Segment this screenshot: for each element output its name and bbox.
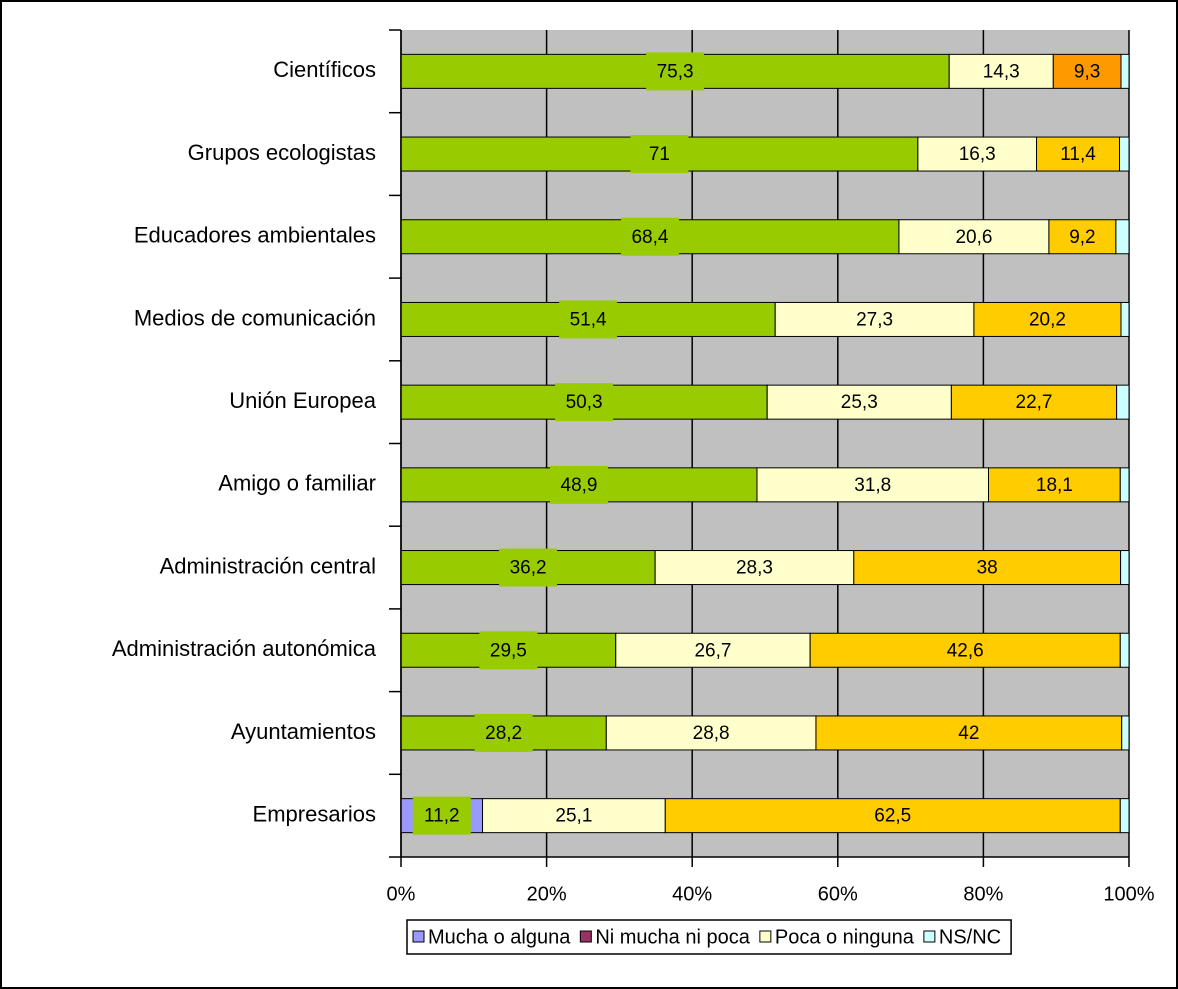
category-label: Educadores ambientales (134, 223, 376, 248)
category-label: Medios de comunicación (134, 305, 376, 330)
data-label: 48,9 (561, 475, 598, 496)
x-tick-label: 0% (387, 883, 416, 905)
data-label-box (412, 796, 471, 835)
data-label: 28,8 (693, 723, 730, 744)
data-label: 16,3 (959, 144, 996, 165)
category-label: Administración autonómica (112, 636, 377, 661)
bar-segment (1052, 53, 1122, 89)
data-label: 71 (649, 144, 670, 165)
bar-segment (987, 467, 1121, 503)
data-label: 22,7 (1016, 392, 1053, 413)
bar-segment (1120, 301, 1130, 337)
legend-swatch (579, 930, 592, 943)
x-tick-label: 100% (1103, 883, 1154, 905)
bar-segment (853, 550, 1122, 586)
category-label: Unión Europea (229, 388, 377, 413)
bar-segment (1116, 384, 1130, 420)
legend-label: NS/NC (939, 926, 1001, 948)
data-label: 20,6 (955, 227, 992, 248)
bar-segment (1048, 219, 1117, 255)
data-label: 62,5 (874, 806, 911, 827)
data-label: 42,6 (947, 640, 984, 661)
bar-segment (1115, 219, 1130, 255)
data-label: 26,7 (694, 640, 731, 661)
category-label: Empresarios (253, 801, 376, 826)
category-label: Amigo o familiar (218, 471, 376, 496)
bar-segment (950, 384, 1118, 420)
data-label: 36,2 (510, 558, 547, 579)
data-label: 11,4 (1060, 144, 1096, 165)
bar-segment (1119, 136, 1130, 172)
bar-segment (1120, 550, 1130, 586)
data-label: 42 (958, 723, 979, 744)
x-tick-label: 60% (818, 883, 858, 905)
data-label: 9,2 (1069, 227, 1095, 248)
data-label-box (559, 300, 618, 339)
data-label: 14,3 (983, 61, 1020, 82)
data-label: 28,3 (736, 558, 773, 579)
x-tick-label: 20% (527, 883, 567, 905)
category-label: Grupos ecologistas (188, 140, 376, 165)
legend-label: Ni mucha ni poca (595, 926, 750, 948)
bar-segment (973, 301, 1122, 337)
bar-segment (1119, 798, 1130, 834)
data-label: 27,3 (856, 309, 893, 330)
bar-segment (654, 550, 855, 586)
bar-segment (1119, 632, 1130, 668)
data-label: 18,1 (1036, 475, 1073, 496)
category-label: Ayuntamientos (231, 719, 376, 744)
data-label-box (555, 383, 614, 422)
data-label: 51,4 (570, 309, 607, 330)
data-label-box (646, 52, 705, 91)
bar-segment (815, 715, 1123, 751)
legend-swatch (759, 930, 772, 943)
data-label-box (474, 713, 533, 752)
data-label: 25,1 (555, 806, 592, 827)
data-label-box (549, 465, 608, 504)
data-label: 31,8 (854, 475, 891, 496)
bar-segment (1121, 715, 1130, 751)
bar-segment (664, 798, 1121, 834)
category-label: Científicos (273, 57, 376, 82)
data-label: 38 (977, 558, 998, 579)
legend-box (406, 919, 1012, 955)
data-label-box (479, 631, 538, 670)
data-label: 9,3 (1074, 61, 1100, 82)
data-label: 50,3 (566, 392, 603, 413)
x-tick-label: 80% (963, 883, 1003, 905)
data-label: 68,4 (631, 227, 668, 248)
data-label: 25,3 (841, 392, 878, 413)
bar-segment (917, 136, 1038, 172)
legend-swatch (412, 930, 425, 943)
bar-segment (766, 384, 952, 420)
data-label: 28,2 (485, 723, 522, 744)
bar-segment (774, 301, 975, 337)
category-label: Administración central (160, 553, 376, 578)
data-label: 11,2 (424, 806, 460, 827)
data-label-box (630, 135, 689, 174)
data-label: 29,5 (490, 640, 527, 661)
bar-segment (1119, 467, 1130, 503)
data-label-box (499, 548, 558, 587)
data-label-box (620, 217, 679, 256)
bar-segment (756, 467, 989, 503)
x-tick-label: 40% (672, 883, 712, 905)
legend-label: Mucha o alguna (428, 926, 571, 948)
legend-swatch (923, 930, 936, 943)
data-label: 75,3 (657, 61, 694, 82)
data-label: 20,2 (1029, 309, 1066, 330)
bar-segment (809, 632, 1121, 668)
legend-label: Poca o ninguna (775, 926, 915, 948)
bar-segment (1120, 53, 1130, 89)
bar-segment (898, 219, 1050, 255)
